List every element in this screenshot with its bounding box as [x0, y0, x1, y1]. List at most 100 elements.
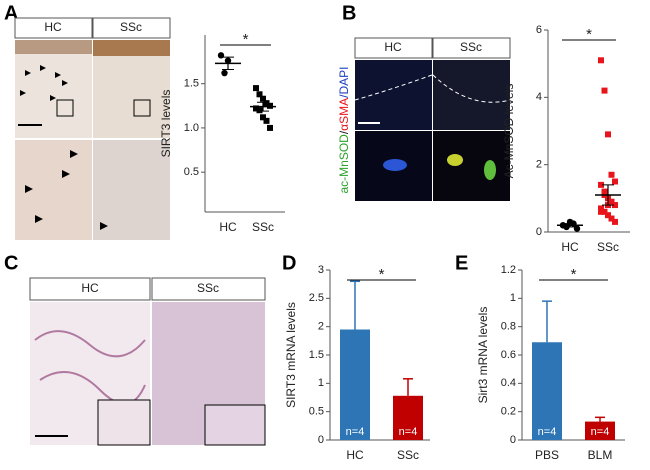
point — [605, 212, 611, 219]
point — [267, 124, 273, 131]
point — [263, 100, 270, 107]
x-tick-label: BLM — [588, 448, 613, 462]
inset-box — [56, 99, 74, 117]
image-header: HC — [81, 281, 99, 295]
point — [256, 91, 263, 98]
y-tick-label: 0.5 — [184, 166, 199, 178]
stain-part: αSMA — [337, 98, 351, 131]
point — [263, 117, 270, 124]
y-tick-label: 0.8 — [501, 321, 516, 333]
panel-label: B — [342, 2, 356, 24]
point — [601, 87, 608, 94]
y-tick-label: 0.4 — [501, 377, 516, 389]
cell — [447, 154, 463, 166]
stain-part: /DAPI — [337, 67, 351, 98]
micrograph-layer — [93, 40, 170, 56]
y-tick-label: 6 — [536, 24, 542, 36]
y-tick-label: 1.5 — [309, 349, 324, 361]
x-tick-label: SSc — [397, 448, 419, 462]
y-axis-label: Ac-MnSOD levels — [502, 84, 516, 179]
x-tick-label: SSc — [252, 220, 274, 234]
value-label: n=4 — [346, 426, 365, 438]
point — [221, 69, 228, 77]
x-tick-label: HC — [346, 448, 364, 462]
y-tick-label: 0 — [536, 226, 542, 238]
image-header: HC — [44, 20, 62, 34]
point — [608, 171, 615, 178]
micrograph — [433, 60, 510, 130]
cell — [383, 159, 407, 171]
point — [267, 102, 273, 109]
point — [598, 205, 604, 212]
y-tick-label: 1 — [510, 292, 516, 304]
header-box — [92, 17, 171, 39]
y-tick-label: 0 — [318, 434, 324, 446]
point — [598, 181, 604, 188]
point — [608, 198, 615, 205]
micrograph — [433, 131, 510, 201]
point — [253, 105, 259, 112]
significance: * — [586, 26, 592, 43]
point — [601, 188, 608, 195]
point — [608, 215, 615, 222]
y-tick-label: 1.0 — [184, 122, 199, 134]
image-header: SSc — [197, 281, 219, 295]
micrograph — [15, 40, 92, 138]
point — [573, 225, 581, 232]
point — [612, 178, 618, 185]
inset-box — [133, 99, 151, 117]
significance: * — [571, 266, 577, 283]
bar — [393, 395, 423, 440]
y-tick-label: 0.5 — [309, 406, 324, 418]
header-box — [14, 17, 93, 39]
y-tick-label: 0.6 — [501, 349, 516, 361]
x-tick-label: HC — [561, 240, 579, 254]
header-box — [432, 37, 511, 59]
bar — [532, 342, 562, 440]
y-axis-label: SIRT3 mRNA levels — [284, 302, 298, 408]
y-tick-label: 0 — [510, 434, 516, 446]
boundary — [354, 74, 511, 103]
bar — [340, 329, 370, 440]
x-tick-label: SSc — [597, 240, 619, 254]
stain-part: ac-MnSOD — [337, 134, 351, 194]
y-tick-label: 1 — [318, 377, 324, 389]
y-tick-label: 1.5 — [184, 78, 199, 90]
point — [605, 131, 611, 138]
y-tick-label: 3 — [318, 264, 324, 276]
x-tick-label: PBS — [535, 448, 559, 462]
header-box — [354, 37, 433, 59]
y-tick-label: 2.5 — [309, 292, 324, 304]
stain-label: ac-MnSOD/αSMA/DAPI — [337, 67, 351, 194]
image-header: SSc — [460, 40, 482, 54]
point — [256, 107, 263, 114]
point — [612, 218, 618, 225]
y-tick-label: 4 — [536, 91, 542, 103]
y-tick-label: 2 — [536, 159, 542, 171]
cell — [484, 160, 496, 180]
point — [598, 57, 604, 64]
point — [260, 114, 266, 121]
panel-label: D — [282, 252, 296, 274]
y-tick-label: 1.2 — [501, 264, 516, 276]
y-tick-label: 2 — [318, 321, 324, 333]
panel-label: C — [4, 252, 18, 274]
micrograph — [355, 60, 432, 130]
point — [612, 202, 618, 209]
inset — [204, 404, 266, 446]
micrograph — [93, 140, 170, 240]
point — [598, 208, 604, 215]
significance: * — [379, 266, 385, 283]
stain-part: / — [337, 130, 351, 134]
header-box — [151, 277, 266, 301]
micrograph-layer — [15, 40, 92, 54]
y-tick-label: 0.2 — [501, 406, 516, 418]
point — [253, 85, 259, 92]
value-label: n=4 — [591, 426, 610, 438]
header-box — [29, 277, 151, 301]
y-axis-label: Sirt3 mRNA levels — [476, 307, 490, 404]
y-axis-label: SIRT3 levels — [159, 90, 173, 158]
point — [260, 95, 266, 102]
significance: * — [243, 31, 249, 48]
